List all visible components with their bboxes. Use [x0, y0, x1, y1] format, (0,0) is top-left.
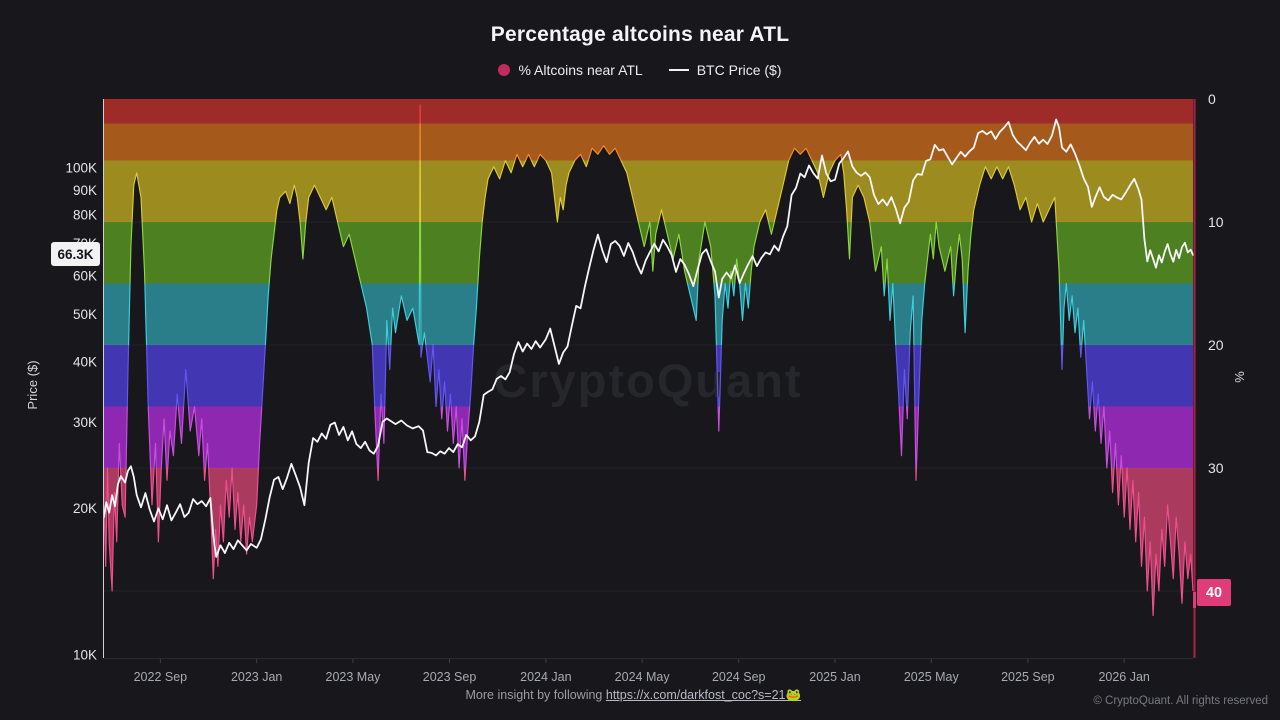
frog-emoji-icon: 🐸	[785, 688, 802, 702]
left-axis-tick: 50K	[73, 307, 97, 322]
altcoin-series-layer	[103, 104, 1194, 617]
page-title: Percentage altcoins near ATL	[490, 23, 790, 46]
legend-item-altcoins: % Altcoins near ATL	[498, 62, 643, 78]
left-axis-tick: 60K	[73, 269, 97, 284]
footer-note-prefix: More insight by following	[465, 688, 606, 702]
left-axis-tick: 30K	[73, 415, 97, 430]
x-axis-tick: 2026 Jan	[1098, 670, 1149, 684]
right-axis-tick: 30	[1208, 460, 1224, 476]
right-axis-title: %	[1232, 371, 1247, 383]
left-axis-tick: 100K	[65, 161, 97, 176]
dark-fill-layer	[104, 105, 1193, 659]
x-axis-tick: 2023 Sep	[423, 670, 477, 684]
legend-dot-icon	[498, 64, 511, 76]
footer-link[interactable]: https://x.com/darkfost_coc?s=21🐸	[606, 688, 801, 702]
x-axis-tick: 2024 May	[615, 670, 671, 684]
left-axis-tick: 10K	[73, 648, 97, 663]
legend-line-icon	[668, 69, 689, 71]
x-axis-tick: 2022 Sep	[134, 670, 188, 684]
footer-link-text: https://x.com/darkfost_coc?s=21	[605, 688, 786, 702]
left-axis-tick: 40K	[73, 354, 97, 369]
legend-item-btc: BTC Price ($)	[668, 62, 782, 78]
btc-line-layer	[103, 118, 1194, 558]
x-axis-tick: 2023 Jan	[231, 670, 282, 684]
copyright-text: © CryptoQuant. All rights reserved	[1093, 695, 1268, 707]
cryptoquant-watermark: CryptoQuant	[493, 354, 802, 407]
right-axis-tick: 20	[1208, 337, 1224, 353]
x-axis-tick: 2024 Sep	[712, 670, 766, 684]
left-axis-tick: 20K	[73, 501, 97, 516]
left-axis-tick: 90K	[73, 183, 97, 198]
axes-layer: 100K90K80K70K60K50K40K30K20K10K010203040…	[65, 91, 1223, 684]
right-axis-tick: 0	[1208, 91, 1216, 107]
gridlines-layer	[104, 221, 1193, 592]
x-axis-tick: 2025 Sep	[1001, 670, 1055, 684]
btc-current-price-badge: 66.3K	[51, 242, 100, 266]
legend-alt-label: % Altcoins near ATL	[518, 62, 643, 78]
footer-note: More insight by following https://x.com/…	[466, 688, 802, 703]
x-axis-tick: 2025 May	[904, 670, 960, 684]
left-axis-title: Price ($)	[25, 360, 40, 409]
legend: % Altcoins near ATL BTC Price ($)	[0, 62, 1280, 78]
x-axis-tick: 2025 Jan	[809, 670, 860, 684]
altcoin-current-pct-badge: 40	[1197, 579, 1231, 606]
x-axis-tick: 2023 May	[326, 670, 382, 684]
legend-btc-label: BTC Price ($)	[696, 62, 782, 78]
x-axis-tick: 2024 Jan	[520, 670, 571, 684]
right-axis-tick: 10	[1208, 214, 1224, 230]
left-axis-tick: 80K	[73, 208, 97, 223]
edge-marker-layer	[1193, 99, 1196, 658]
